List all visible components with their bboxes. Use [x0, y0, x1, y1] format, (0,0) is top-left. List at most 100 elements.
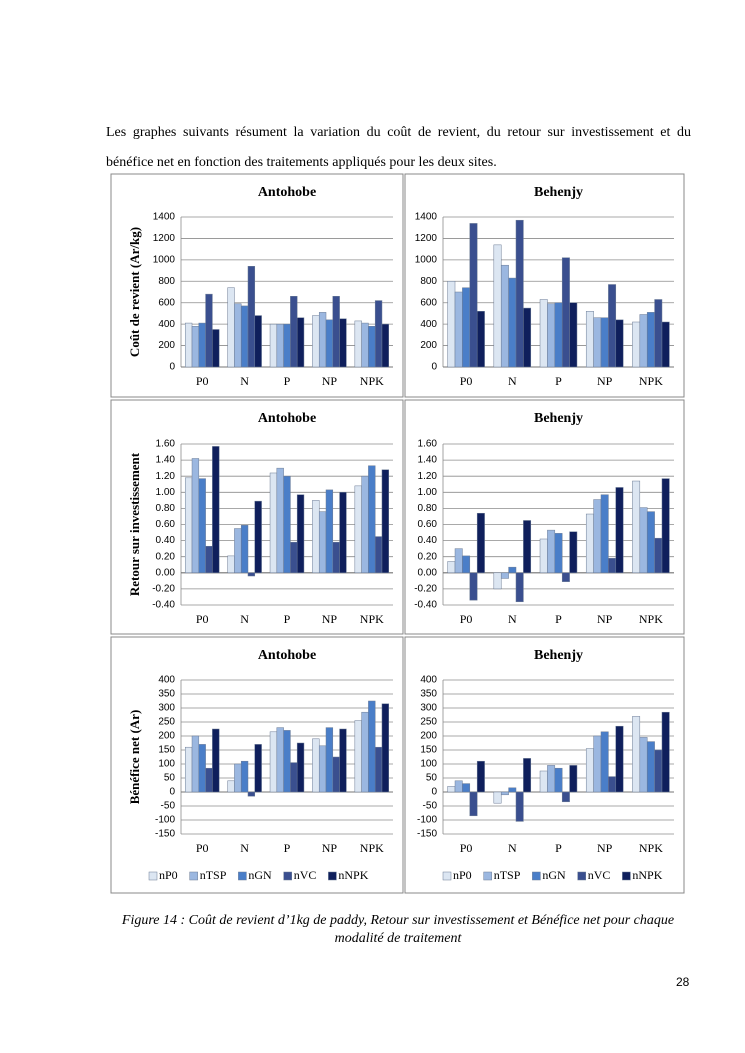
y-tick-label: 150	[158, 745, 175, 756]
legend-swatch	[238, 871, 247, 881]
y-tick-label: 0.40	[156, 535, 176, 546]
bar	[354, 320, 362, 368]
legend-label: nVC	[588, 868, 611, 882]
bar	[646, 741, 655, 793]
bar	[198, 322, 206, 368]
bar	[276, 467, 284, 574]
bar	[318, 312, 327, 368]
bar	[447, 561, 456, 574]
bar	[339, 492, 347, 574]
bar	[283, 730, 291, 793]
bar	[269, 323, 278, 368]
bar	[240, 760, 249, 793]
chart-title: Behenjy	[534, 185, 583, 200]
y-tick-label: -100	[417, 815, 437, 826]
bar	[290, 762, 298, 793]
legend-swatch	[577, 871, 586, 881]
y-tick-label: 1.40	[156, 455, 176, 466]
legend-label: nTSP	[200, 868, 227, 882]
bar	[269, 472, 278, 574]
bar	[325, 727, 334, 793]
bar	[523, 520, 532, 574]
legend-label: nNPK	[338, 868, 368, 882]
bar	[339, 728, 347, 793]
bar	[254, 500, 262, 574]
bar	[508, 277, 517, 368]
bar	[508, 566, 517, 574]
y-tick-label: 0	[169, 787, 175, 798]
x-tick-label: P0	[460, 841, 473, 855]
bar	[608, 284, 617, 368]
bar	[539, 770, 548, 793]
y-tick-label: 1000	[153, 254, 176, 265]
bar	[500, 572, 509, 579]
bar	[198, 478, 206, 574]
bar	[296, 317, 305, 368]
x-tick-label: P	[284, 612, 291, 626]
y-tick-label: 1.20	[418, 471, 438, 482]
y-tick-label: -0.40	[152, 600, 175, 611]
x-tick-label: P0	[196, 612, 209, 626]
bar	[339, 318, 347, 368]
bar	[523, 307, 532, 368]
bar	[462, 555, 471, 574]
bar	[381, 703, 390, 793]
x-tick-label: NPK	[639, 612, 663, 626]
bar	[661, 711, 670, 793]
bar	[476, 311, 485, 368]
bar	[493, 572, 502, 590]
y-tick-label: 800	[420, 276, 437, 287]
x-tick-label: P	[555, 612, 562, 626]
y-tick-label: 250	[420, 717, 437, 728]
y-axis-label: Coût de revient (Ar/kg)	[127, 227, 142, 357]
bar	[227, 287, 235, 368]
bar	[296, 742, 305, 793]
bar	[639, 314, 648, 368]
bar	[561, 572, 570, 582]
bar	[283, 323, 291, 368]
bar	[469, 572, 478, 601]
y-tick-label: 0.60	[156, 519, 176, 530]
bar	[325, 319, 334, 368]
y-tick-label: 1.20	[156, 471, 176, 482]
x-tick-label: NP	[322, 841, 338, 855]
y-tick-label: 150	[420, 745, 437, 756]
bar	[539, 299, 548, 368]
bar	[600, 317, 609, 368]
y-tick-label: -50	[161, 801, 176, 812]
y-tick-label: 200	[420, 340, 437, 351]
bar	[569, 531, 578, 574]
x-tick-label: N	[240, 841, 249, 855]
bar	[247, 266, 256, 368]
x-tick-label: NP	[597, 841, 613, 855]
bar	[615, 487, 624, 574]
x-tick-label: P	[555, 374, 562, 388]
bar	[515, 219, 524, 368]
bar	[654, 537, 663, 574]
bar	[569, 765, 578, 793]
bar	[361, 322, 369, 368]
bar	[205, 293, 213, 368]
y-tick-label: 300	[158, 703, 175, 714]
x-tick-label: NP	[322, 612, 338, 626]
chart-title: Antohobe	[258, 411, 316, 426]
bar	[608, 558, 617, 574]
bar	[290, 541, 298, 574]
legend-label: nGN	[248, 868, 272, 882]
bar	[493, 244, 502, 368]
legend-swatch	[328, 871, 337, 881]
bar	[240, 525, 249, 574]
bar	[646, 312, 655, 368]
bar	[312, 738, 320, 793]
y-tick-label: 0.60	[418, 519, 438, 530]
bar	[240, 305, 249, 368]
bar	[547, 765, 556, 793]
page-number: 28	[676, 975, 690, 989]
y-axis-label: Retour sur investissement	[127, 452, 142, 596]
legend-swatch	[148, 871, 158, 881]
y-tick-label: 400	[420, 675, 437, 686]
bar	[454, 780, 463, 793]
bar	[500, 264, 509, 368]
